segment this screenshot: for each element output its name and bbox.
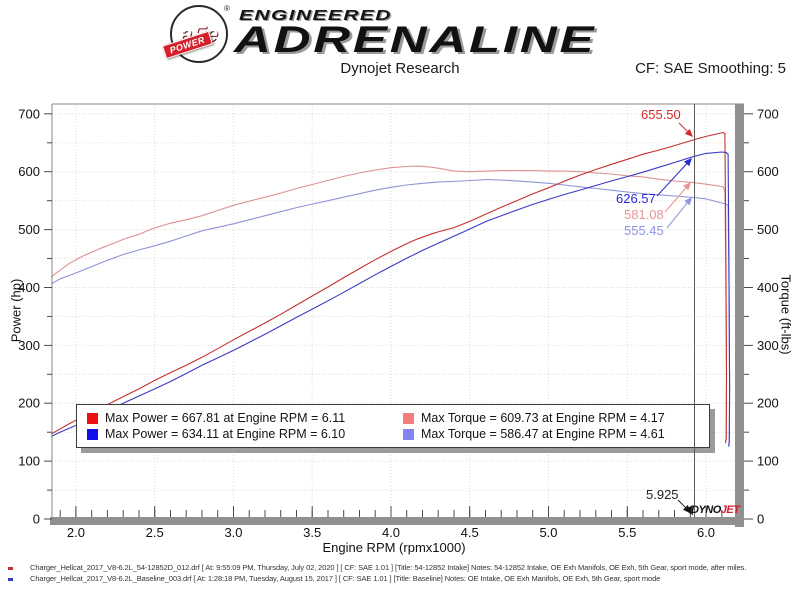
legend-swatch bbox=[403, 428, 414, 440]
legend-item: Max Power = 667.81 at Engine RPM = 6.11 bbox=[87, 411, 403, 425]
x-tick-label: 3.0 bbox=[224, 525, 242, 540]
y-tick-label-right: 400 bbox=[757, 280, 779, 295]
legend-label: Max Power = 634.11 at Engine RPM = 6.10 bbox=[105, 427, 346, 441]
curve-power-intake bbox=[50, 131, 728, 443]
legend-label: Max Power = 667.81 at Engine RPM = 6.11 bbox=[105, 411, 346, 425]
y-tick-label-left: 400 bbox=[18, 280, 40, 295]
legend-label: Max Torque = 609.73 at Engine RPM = 4.17 bbox=[421, 411, 665, 425]
run-color-marker bbox=[8, 567, 13, 570]
run-color-marker bbox=[8, 578, 13, 581]
dynojet-arrow-icon bbox=[684, 505, 693, 515]
dynojet-watermark-dyno: DYNO bbox=[691, 504, 721, 516]
curve-torque-baseline bbox=[50, 178, 731, 448]
legend-swatch bbox=[403, 412, 414, 424]
x-axis-label: Engine RPM (rpmx1000) bbox=[322, 540, 466, 555]
y-tick-label-left: 600 bbox=[18, 164, 40, 179]
cursor-line[interactable] bbox=[694, 104, 695, 517]
annotation-arrowhead bbox=[684, 197, 692, 206]
dynojet-watermark-jet: JET bbox=[720, 504, 740, 516]
curve-power-baseline bbox=[50, 151, 731, 447]
afe-power-logo: aFe bbox=[170, 5, 228, 63]
plot-shadow-bottom bbox=[50, 517, 744, 525]
left-y-axis-label: Power (hp) bbox=[8, 278, 24, 343]
x-tick-label: 4.0 bbox=[382, 525, 400, 540]
right-y-axis-label: Torque (ft-lbs) bbox=[778, 274, 794, 355]
y-tick-label-left: 100 bbox=[18, 454, 40, 469]
y-tick-label-right: 300 bbox=[757, 338, 779, 353]
annotation-label: 581.08 bbox=[624, 207, 664, 222]
run-file-info: Charger_Hellcat_2017_V8-6.2L_Baseline_00… bbox=[30, 574, 661, 583]
x-tick-label: 5.5 bbox=[618, 525, 636, 540]
legend-box: Max Power = 667.81 at Engine RPM = 6.11 M… bbox=[76, 404, 710, 448]
x-tick-label: 6.0 bbox=[697, 525, 715, 540]
y-tick-label-right: 0 bbox=[757, 512, 764, 527]
legend-swatch bbox=[87, 428, 98, 440]
x-tick-label: 4.5 bbox=[461, 525, 479, 540]
correction-factor-label: CF: SAE Smoothing: 5 bbox=[635, 60, 786, 77]
annotation-label: 626.57 bbox=[616, 191, 656, 206]
x-tick-label: 3.5 bbox=[303, 525, 321, 540]
x-tick-label: 2.5 bbox=[146, 525, 164, 540]
legend-swatch bbox=[87, 412, 98, 424]
run-file-info: Charger_Hellcat_2017_V8-6.2L_54-12852D_0… bbox=[30, 563, 747, 572]
y-tick-label-left: 0 bbox=[33, 512, 40, 527]
plot-shadow-right bbox=[735, 104, 744, 527]
annotation-arrow bbox=[664, 187, 687, 213]
annotation-arrow bbox=[678, 122, 688, 132]
legend-item: Max Torque = 609.73 at Engine RPM = 4.17 bbox=[403, 411, 709, 425]
annotation-arrow bbox=[656, 163, 687, 197]
annotation-arrowhead bbox=[683, 182, 691, 191]
adrenaline-text: ADRENALINE bbox=[234, 19, 597, 60]
annotation-label: 555.45 bbox=[624, 223, 664, 238]
run-info-line: Charger_Hellcat_2017_V8-6.2L_54-12852D_0… bbox=[0, 563, 800, 574]
run-info-line: Charger_Hellcat_2017_V8-6.2L_Baseline_00… bbox=[0, 574, 800, 585]
annotation-arrow bbox=[666, 202, 688, 229]
y-tick-label-right: 500 bbox=[757, 222, 779, 237]
y-tick-label-left: 500 bbox=[18, 222, 40, 237]
y-tick-label-left: 200 bbox=[18, 396, 40, 411]
annotation-label: 5.925 bbox=[646, 487, 679, 502]
y-tick-label-right: 200 bbox=[757, 396, 779, 411]
legend-item: Max Power = 634.11 at Engine RPM = 6.10 bbox=[87, 427, 403, 441]
registered-mark: ® bbox=[224, 4, 230, 13]
chart-title: Dynojet Research bbox=[340, 60, 460, 77]
y-tick-label-right: 700 bbox=[757, 106, 779, 121]
dynojet-watermark: DYNO JET bbox=[684, 504, 740, 516]
y-tick-label-left: 700 bbox=[18, 106, 40, 121]
y-tick-label-left: 300 bbox=[18, 338, 40, 353]
legend-label: Max Torque = 586.47 at Engine RPM = 4.61 bbox=[421, 427, 665, 441]
engineered-text: ENGINEERED bbox=[239, 7, 392, 24]
annotation-arrowhead bbox=[684, 128, 693, 137]
y-tick-label-right: 100 bbox=[757, 454, 779, 469]
run-info-footer: Charger_Hellcat_2017_V8-6.2L_54-12852D_0… bbox=[0, 563, 800, 585]
legend-item: Max Torque = 586.47 at Engine RPM = 4.61 bbox=[403, 427, 709, 441]
annotation-arrowhead bbox=[684, 158, 692, 167]
x-tick-label: 5.0 bbox=[539, 525, 557, 540]
annotation-label: 655.50 bbox=[641, 107, 681, 122]
x-tick-label: 2.0 bbox=[67, 525, 85, 540]
y-tick-label-right: 600 bbox=[757, 164, 779, 179]
